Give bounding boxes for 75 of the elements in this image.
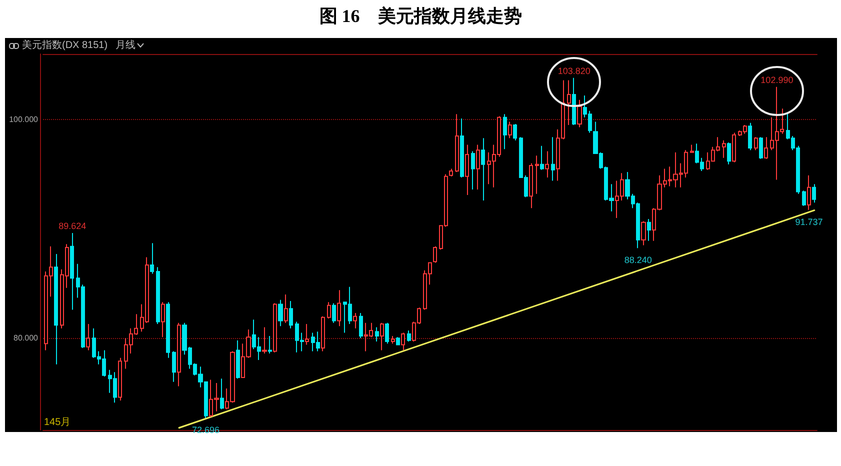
candlestick	[759, 136, 763, 160]
candlestick	[641, 220, 646, 246]
candlestick	[262, 326, 267, 354]
candlestick	[529, 162, 533, 209]
candlestick	[236, 340, 240, 380]
candlestick	[172, 350, 176, 382]
candlestick	[327, 302, 331, 320]
candlestick	[407, 330, 411, 342]
candlestick	[391, 336, 395, 344]
chart-subtitle: 美元指数(DX 8151)	[22, 40, 108, 51]
candlestick	[70, 232, 74, 310]
candlestick	[332, 302, 336, 324]
candlestick	[455, 114, 459, 173]
candlestick	[748, 122, 752, 151]
candlestick	[433, 246, 437, 264]
candlestick	[161, 302, 165, 338]
candlestick	[535, 155, 539, 194]
candlestick	[401, 332, 405, 351]
candlestick	[647, 218, 651, 242]
candlestick	[54, 254, 58, 365]
text: 月线	[116, 40, 136, 52]
candlestick	[503, 114, 507, 150]
candlestick	[465, 144, 469, 196]
candlestick	[572, 77, 576, 126]
chart-title: 图 16 美元指数月线走势	[318, 5, 523, 28]
annotation: 145月	[44, 416, 71, 429]
candlestick	[722, 140, 726, 158]
candlestick	[727, 142, 731, 165]
candlestick	[385, 322, 389, 344]
candlestick	[577, 99, 582, 128]
candlestick	[545, 150, 549, 178]
candlestick	[375, 326, 379, 342]
candlestick	[540, 145, 544, 170]
candlestick	[812, 184, 816, 204]
candlestick	[764, 136, 768, 160]
candlestick	[337, 290, 341, 327]
annotation: 103.820	[558, 66, 590, 76]
candlestick	[513, 123, 517, 141]
candlestick	[321, 316, 325, 352]
candlestick	[278, 299, 283, 327]
candlestick	[476, 144, 480, 190]
annotation: 102.990	[760, 74, 794, 85]
candlestick	[802, 190, 806, 206]
y-tick-label: 80.000	[14, 334, 39, 343]
candlestick	[177, 322, 181, 387]
candlestick	[284, 294, 288, 324]
candlestick	[118, 357, 122, 401]
candlestick	[150, 242, 154, 274]
candlestick	[732, 132, 736, 163]
candlestick	[471, 150, 475, 190]
y-tick-label: 100.000	[9, 115, 39, 124]
candlestick	[754, 136, 758, 151]
candlestick	[460, 118, 464, 178]
annotation: 89.624	[58, 220, 86, 231]
candlestick	[273, 302, 277, 353]
candlestick	[567, 80, 571, 126]
candlestick	[807, 174, 811, 210]
candlestick	[690, 144, 694, 153]
candlestick	[380, 322, 384, 351]
candlestick	[86, 323, 90, 351]
candlestick	[359, 312, 363, 339]
candlestick	[551, 136, 555, 182]
candlestick	[289, 300, 293, 329]
candlestick	[156, 266, 160, 324]
candlestick	[396, 336, 400, 346]
candlestick	[449, 168, 453, 177]
annotation: 88.240	[624, 255, 652, 266]
candlestick	[508, 121, 512, 139]
candlestick	[166, 302, 170, 358]
candlestick	[353, 312, 357, 329]
candlestick	[481, 138, 485, 201]
annotation: 91.737	[795, 216, 823, 227]
candlestick	[268, 336, 272, 354]
candlestick	[305, 323, 309, 346]
candlestick	[220, 378, 224, 410]
